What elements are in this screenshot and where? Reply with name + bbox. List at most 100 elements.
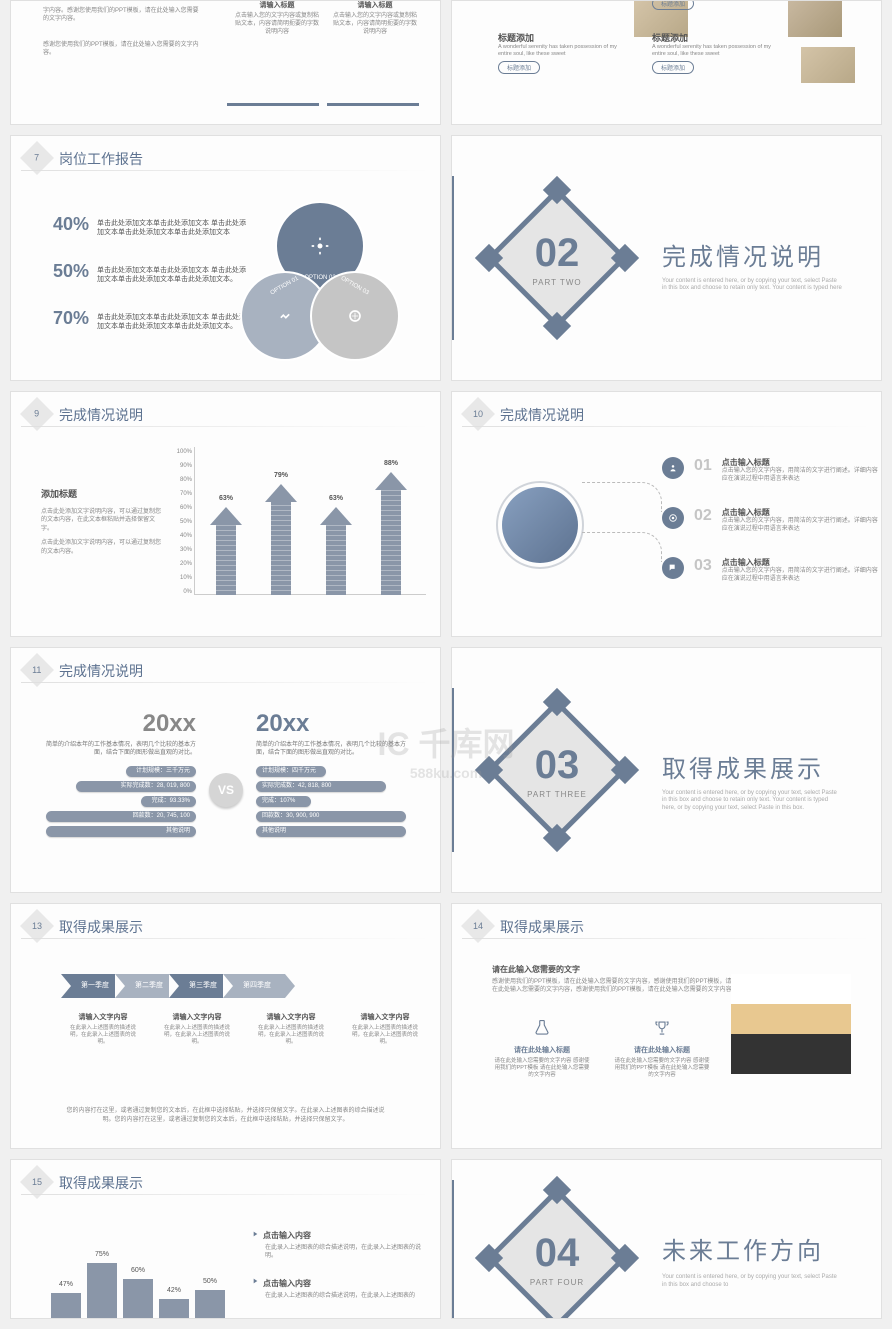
pct-1: 40% [53,214,97,235]
ytick: 10% [176,575,192,581]
slide-9: 9 完成情况说明 添加标题 点击此处添加文字说明内容，可以通过复制您的文本内容，… [10,391,441,637]
badge-15-num: 15 [32,1177,42,1187]
arrow-3: 88% [371,472,411,595]
venn-diagram: OPTION 02 OPTION 01 OPTION 03 [240,201,400,361]
slide-top-left: 字内容。感谢您使用我们的PPT模板，请在此处输入您需要的文字内容。 感谢您使用我… [10,0,441,125]
quarter-cols: 请输入文字内容在此录入上述图表的描述说明，在此录入上述图表的说明。 请输入文字内容… [69,1012,419,1046]
slide-13-title: 取得成果展示 [59,917,143,937]
vs-year-r: 20xx [256,710,406,738]
slide-11-title: 完成情况说明 [59,661,143,681]
tr-btn-0[interactable]: 标题添加 [652,0,694,10]
ytick: 70% [176,491,192,497]
bar-0: 47% [51,1293,81,1319]
pill: 回款数：20, 745, 100 [46,811,196,822]
badge-7-num: 7 [34,153,39,163]
tr-thumb-3 [801,47,855,83]
chev-q1: 第一季度 [61,974,123,998]
pill: 完成：93.33% [141,796,196,807]
slide-12: 03 PART THREE 取得成果展示 Your content is ent… [451,647,882,893]
axis-y [194,447,195,595]
vbar [451,176,454,340]
pill: 实际完成数：42, 818, 800 [256,781,386,792]
slide-15: 15 取得成果展示 47%75%60%42%50% 点击输入内容在此录入上述图表… [10,1159,441,1319]
s15-right: 点击输入内容在此录入上述图表的综合描述说明，在此录入上述图表的说明。点击输入内容… [251,1225,421,1312]
s14-left: 请在此输入您需要的文字 感谢使用我们的PPT模板，请在此处输入您需要的文字内容，… [492,964,732,995]
s15-chart: 47%75%60%42%50% [51,1215,231,1319]
pill: 回款数：30, 900, 900 [256,811,406,822]
slide-9-title: 完成情况说明 [59,405,143,425]
s14-image [731,974,851,1074]
badge-9-num: 9 [34,409,39,419]
ytick: 0% [176,589,192,595]
badge-13-num: 13 [32,921,42,931]
part-title-2: 完成情况说明 [662,237,824,272]
part-label-4: PART FOUR [530,1278,584,1287]
flask-icon [533,1019,551,1037]
slide-top-right: 标题添加 A wonderful serenity has taken poss… [451,0,882,125]
diamond-12: 03 PART THREE [487,700,627,840]
title-line [21,938,430,939]
s14-col-2-title: 请在此处输入标题 [612,1045,712,1055]
slide-10-title: 完成情况说明 [500,405,584,425]
part-title-3: 取得成果展示 [662,749,824,784]
part-label-3: PART THREE [527,790,587,799]
arrow-chart: 0%10%20%30%40%50%60%70%80%90%100%63%79%6… [176,447,426,607]
vs-year-l: 20xx [46,710,196,738]
pct-txt-2: 单击此处添加文本单击此处添加文本 单击此处添加文本单击此处添加文本单击此处添加文… [97,266,247,284]
vs-badge: VS [209,773,243,807]
title-line [462,426,871,427]
ytick: 20% [176,561,192,567]
tr-thumb-2 [788,1,842,37]
vs-desc-r: 简单的介绍本年的工作基本情况，表明几个比较的基本方面，结合下面的图形做出直观的对… [256,742,406,758]
venn-label-1: OPTION 01 [270,276,300,297]
bar-3: 42% [159,1299,189,1319]
slide-14: 14 取得成果展示 请在此输入您需要的文字 感谢使用我们的PPT模板，请在此处输… [451,903,882,1149]
title-line [462,938,871,939]
vs-desc-l: 简单的介绍本年的工作基本情况，表明几个比较的基本方面，结合下面的图形做出直观的对… [46,742,196,758]
s14-col-1: 请在此处输入标题 请在此处输入您需要的文字内容 感谢使用我们的PPT模板 请在此… [492,1019,592,1079]
q-col: 请输入文字内容在此录入上述图表的描述说明，在此录入上述图表的说明。 [163,1012,231,1046]
s9-left-p1: 点击此处添加文字说明内容，可以通过复制您的文本内容，在此文本框粘贴并选择保留文字… [41,508,161,533]
pct-txt-3: 单击此处添加文本单击此处添加文本 单击此处添加文本单击此处添加文本单击此处添加文… [97,313,247,331]
pill: 计划规模：三千万元 [126,766,196,777]
vs-right: 20xx 简单的介绍本年的工作基本情况，表明几个比较的基本方面，结合下面的图形做… [256,710,406,841]
slide-10: 10 完成情况说明 01点击输入标题点击输入您的文字内容，用简洁的文字进行阐述。… [451,391,882,637]
s13-footer: 您的内容打在这里，或者通过复制您的文本后，在此框中选择粘贴，并选择只保留文字。在… [61,1107,390,1124]
ytick: 60% [176,505,192,511]
vbar [451,688,454,852]
s9-left: 添加标题 点击此处添加文字说明内容，可以通过复制您的文本内容，在此文本框粘贴并选… [41,487,161,562]
card-2-body: 点击输入您的文字内容或复制粘贴文本，内容请简明扼要的字数说明内容 [331,13,419,36]
tr-body-2: A wonderful serenity has taken possessio… [652,44,782,57]
title-line [21,1194,430,1195]
tr-btn-2[interactable]: 标题添加 [652,61,694,74]
vs-left: 20xx 简单的介绍本年的工作基本情况，表明几个比较的基本方面，结合下面的图形做… [46,710,196,841]
ytick: 100% [176,449,192,455]
slide-8: 02 PART TWO 完成情况说明 Your content is enter… [451,135,882,381]
venn-opt-3: OPTION 03 [310,271,400,361]
arrow-0: 63% [206,507,246,595]
pill: 其他说明 [46,826,196,837]
venn-label-3: OPTION 03 [340,276,370,297]
slide-7: 7 岗位工作报告 40%单击此处添加文本单击此处添加文本 单击此处添加文本单击此… [10,135,441,381]
pct-txt-1: 单击此处添加文本单击此处添加文本 单击此处添加文本单击此处添加文本单击此处添加文… [97,219,247,237]
part-num-3: 03 [535,743,580,788]
card-2: 请输入标题 点击输入您的文字内容或复制粘贴文本，内容请简明扼要的字数说明内容 [331,1,419,36]
slide-15-title: 取得成果展示 [59,1173,143,1193]
chev-q3: 第三季度 [169,974,231,998]
pill: 实际完成数：28, 019, 800 [76,781,196,792]
s10-item-1: 02点击输入标题点击输入您的文字内容，用简洁的文字进行阐述。详细内容应在演说过程… [662,507,882,534]
card-1-body: 点击输入您的文字内容或复制粘贴文本，内容请简明扼要的字数说明内容 [233,13,321,36]
s9-left-p2: 点击此处添加文字说明内容，可以通过复制您的文本内容。 [41,539,161,556]
s10-icon-1 [662,507,684,529]
badge-11-num: 11 [32,665,41,675]
s14-col-2-body: 请在此处输入您需要的文字内容 感谢使用我们的PPT模板 请在此处输入您需要的文字… [612,1058,712,1079]
tr-body-1: A wonderful serenity has taken possessio… [498,44,628,57]
title-line [21,170,430,171]
s15-item: 点击输入内容在此录入上述图表的综合描述说明，在此录入上述图表的说明。 [251,1225,421,1261]
ytick: 50% [176,519,192,525]
tr-btn-1[interactable]: 标题添加 [498,61,540,74]
q-col: 请输入文字内容在此录入上述图表的描述说明，在此录入上述图表的说明。 [351,1012,419,1046]
card-1-underline [227,103,319,106]
slide-11: 11 完成情况说明 20xx 简单的介绍本年的工作基本情况，表明几个比较的基本方… [10,647,441,893]
tr-title-1: 标题添加 [498,31,628,44]
